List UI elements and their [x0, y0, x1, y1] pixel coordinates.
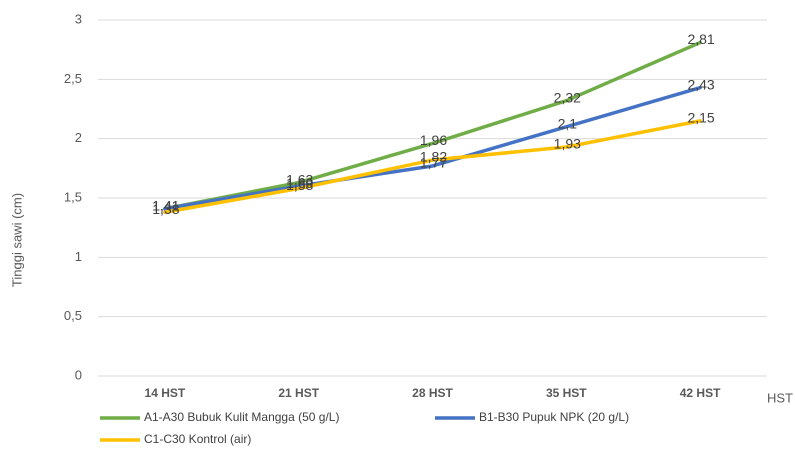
legend-label: C1-C30 Kontrol (air) [144, 432, 251, 446]
y-tick-label: 3 [75, 11, 82, 26]
data-label: 1,96 [420, 132, 447, 148]
data-label: 1,93 [554, 136, 581, 152]
data-label: 1,63 [286, 171, 313, 187]
series-line [163, 40, 702, 211]
y-tick-label: 1 [75, 249, 82, 264]
y-tick-label: 0,5 [64, 308, 82, 323]
data-label: 1,60 [286, 175, 313, 191]
data-label: 1,58 [286, 177, 313, 193]
series-line [163, 119, 702, 214]
data-label: 2,81 [687, 31, 714, 47]
data-label: 1,38 [152, 201, 179, 217]
x-tick-label: 42 HST [680, 386, 721, 400]
x-tick-label: 28 HST [412, 386, 453, 400]
legend-label: A1-A30 Bubuk Kulit Mangga (50 g/L) [144, 410, 339, 424]
x-axis-label: HST [767, 390, 793, 405]
series-line [163, 85, 702, 211]
legend-label: B1-B30 Pupuk NPK (20 g/L) [479, 410, 629, 424]
x-tick-label: 35 HST [546, 386, 587, 400]
data-label: 1,77 [420, 155, 447, 171]
y-tick-label: 0 [75, 367, 82, 382]
x-tick-label: 14 HST [145, 386, 186, 400]
data-label: 1,41 [152, 197, 179, 213]
y-tick-label: 2 [75, 130, 82, 145]
data-label: 2,1 [558, 116, 578, 132]
y-tick-label: 2,5 [64, 71, 82, 86]
x-tick-label: 21 HST [278, 386, 319, 400]
data-label: 2,15 [687, 110, 714, 126]
data-label: 2,32 [554, 89, 581, 105]
data-label: 2,43 [687, 76, 714, 92]
y-axis-label: Tinggi sawi (cm) [9, 193, 24, 287]
data-label: 1,41 [152, 197, 179, 213]
y-tick-label: 1,5 [64, 189, 82, 204]
data-label: 1,82 [420, 149, 447, 165]
